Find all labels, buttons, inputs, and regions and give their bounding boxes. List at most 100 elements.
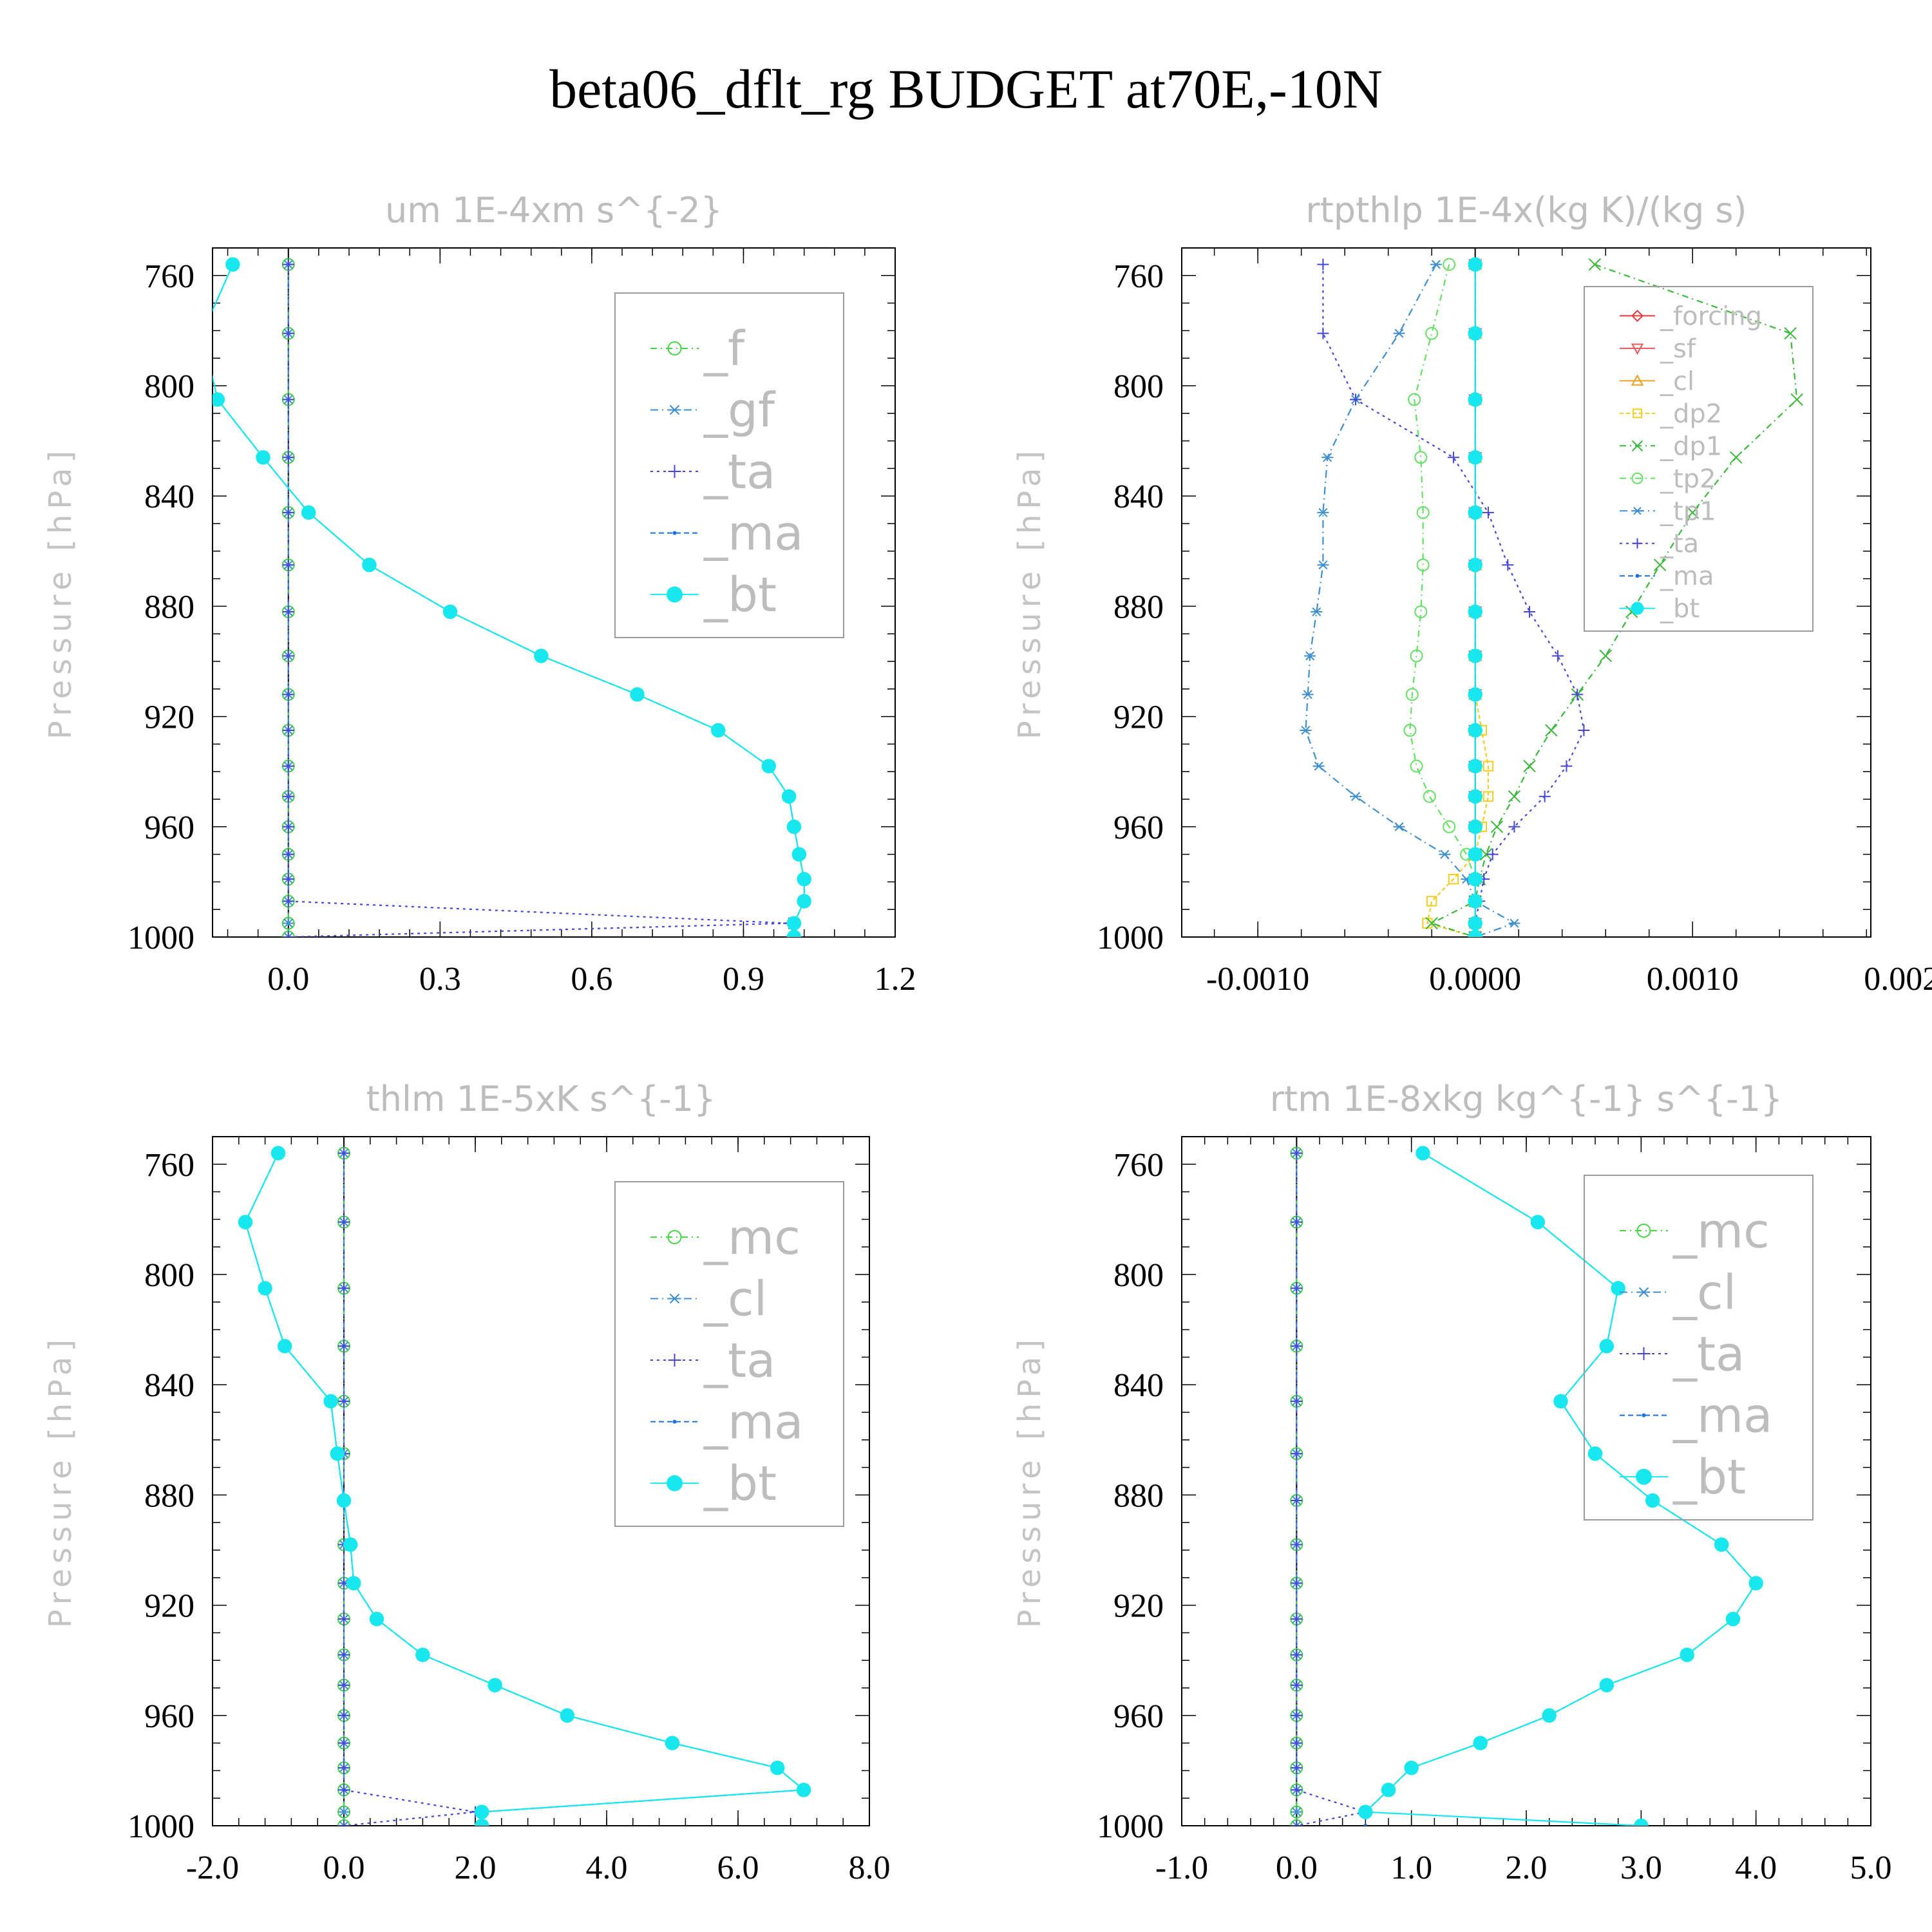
legend-marker-sf	[1631, 343, 1644, 355]
x-tick-label: 0.0	[267, 961, 309, 998]
data-point-ta	[282, 820, 294, 833]
data-point-bt	[258, 1281, 272, 1296]
data-point-bt	[277, 1339, 292, 1354]
data-point-tp1	[1312, 761, 1325, 771]
data-point-bt	[786, 929, 802, 937]
series-line-tp2	[1409, 264, 1476, 937]
data-point-tp1	[1430, 260, 1442, 269]
data-point-bt	[1468, 649, 1482, 663]
data-point-ta	[1291, 1147, 1303, 1159]
data-point-bt	[336, 1493, 352, 1508]
data-point-bt	[1468, 916, 1482, 931]
data-point-ta	[338, 1762, 350, 1774]
series-line-dp1	[1430, 263, 1798, 937]
data-point-dp2	[1482, 761, 1494, 772]
x-tick-label: -0.0010	[1206, 961, 1309, 998]
data-point-ta	[282, 506, 294, 518]
data-point-bt	[781, 789, 797, 804]
data-point-ta	[282, 327, 294, 339]
series-line-ta	[1322, 264, 1585, 937]
data-point-tp1	[1508, 918, 1520, 928]
data-point-bt	[1358, 1804, 1373, 1819]
data-point-ta	[1291, 1709, 1303, 1721]
legend-label-mc: _mc	[1672, 1204, 1770, 1259]
figure-title: beta06_dflt_rg BUDGET at70E,-10N	[549, 58, 1383, 120]
data-point-ta	[282, 760, 294, 772]
data-point-ta	[338, 1820, 350, 1826]
data-point-bt	[1468, 894, 1482, 909]
data-point-bt	[1468, 847, 1482, 862]
data-point-bt	[1468, 819, 1482, 835]
data-point-bt	[1468, 687, 1482, 702]
x-tick-label: 2.0	[455, 1850, 497, 1886]
legend-marker-dp1	[1631, 440, 1643, 452]
legend-marker-bt	[1631, 601, 1644, 615]
data-point-ta	[338, 1613, 350, 1625]
data-point-dp1	[1479, 848, 1493, 861]
legend-box	[1584, 286, 1814, 632]
legend-label-gf: _gf	[703, 383, 776, 438]
panel-1: um 1E-4xm s^{-2} Pressure [hPa] 760 800 840 8…	[43, 190, 916, 998]
y-tick-label: 840	[1113, 478, 1164, 515]
panel-3: thlm 1E-5xK s^{-1} Pressure [hPa] 760 800 84…	[43, 1079, 891, 1886]
data-point-gf	[282, 932, 294, 937]
y-tick-label: 880	[144, 589, 194, 625]
data-point-dp1	[1686, 506, 1699, 519]
data-point-ta	[1571, 688, 1584, 701]
data-point-bt	[1468, 450, 1482, 465]
data-point-ta	[1291, 1762, 1303, 1774]
data-point-tp2	[1405, 688, 1419, 701]
data-point-dp1	[1490, 820, 1504, 833]
data-point-bt	[797, 894, 811, 909]
legend-label-ta: _ta	[703, 1333, 775, 1388]
data-point-bt	[1468, 723, 1482, 738]
legend-marker-dp2	[1633, 408, 1642, 419]
data-point-bt	[1748, 1576, 1763, 1591]
data-point-ta	[282, 931, 294, 937]
y-tick-label: 920	[144, 1588, 194, 1625]
series-group	[238, 1146, 811, 1826]
data-point-ma	[200, 332, 204, 336]
y-axis-label: Pressure [hPa]	[1012, 1334, 1048, 1628]
data-point-bt	[796, 1783, 811, 1797]
data-point-ta	[1291, 1784, 1303, 1796]
legend-label-tp2: _tp2	[1660, 464, 1716, 494]
panel-title: rtpthlp 1E-4x(kg K)/(kg s)	[1305, 190, 1747, 231]
data-point-ta	[1524, 605, 1536, 618]
legend-marker-ta	[668, 1354, 681, 1367]
legend: _mc _cl _ta _ma _bt	[614, 1181, 844, 1527]
y-tick-label: 800	[1113, 368, 1164, 405]
data-point-dp1	[1599, 649, 1612, 663]
legend-marker-ta	[1637, 1347, 1651, 1361]
data-point-bt	[1468, 257, 1482, 272]
legend-label-sf: _sf	[1660, 334, 1696, 364]
legend-marker-mc	[667, 1229, 682, 1244]
legend: _mc _cl _ta _ma _bt	[1584, 1175, 1814, 1520]
legend-label-dp2: _dp2	[1660, 399, 1722, 429]
legend-label-ma: _ma	[1672, 1388, 1772, 1443]
data-point-tp2	[1443, 820, 1456, 833]
data-point-ta	[1291, 1679, 1303, 1691]
data-point-bt	[1468, 392, 1482, 407]
legend-marker-mc	[1636, 1223, 1651, 1238]
data-point-tp2	[1414, 451, 1428, 464]
data-point-dp2	[1426, 896, 1437, 907]
series-line-ta	[343, 1153, 476, 1826]
x-tick-label: 6.0	[717, 1850, 759, 1886]
data-point-ta	[338, 1395, 350, 1407]
legend-marker-tp1	[1632, 506, 1643, 515]
data-point-ta	[282, 393, 294, 406]
legend-box	[614, 1181, 844, 1527]
data-point-dp1	[1545, 724, 1558, 737]
data-point-gf	[282, 918, 294, 928]
data-point-ta	[1291, 1649, 1303, 1661]
data-point-ta	[1291, 1216, 1303, 1228]
x-tick-label: 4.0	[1735, 1850, 1777, 1886]
y-tick-label: 920	[144, 699, 194, 736]
data-point-tp2	[1408, 393, 1421, 406]
data-point-tp1	[1302, 690, 1314, 699]
data-point-ta	[338, 1216, 350, 1228]
data-point-bt	[1634, 1818, 1649, 1826]
data-point-bt	[369, 1611, 384, 1627]
x-tick-label: 3.0	[1620, 1850, 1662, 1886]
